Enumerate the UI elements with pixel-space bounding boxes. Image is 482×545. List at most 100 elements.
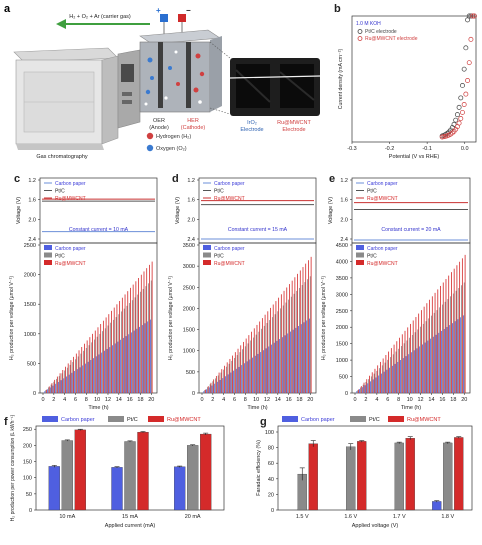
x-tick-label-b: -0.3 <box>347 146 356 152</box>
bar-d <box>299 287 300 393</box>
bar-c <box>114 343 116 393</box>
legend-swatch-f <box>42 416 58 422</box>
bar-c <box>85 363 86 393</box>
curve-point-b <box>468 13 474 19</box>
bar-e <box>390 357 391 393</box>
bar-c <box>140 274 142 393</box>
bar-d <box>242 349 243 393</box>
bar-e <box>410 323 411 393</box>
bar-c <box>58 376 60 393</box>
oxygen-label: Oxygen (O₂) <box>156 146 187 152</box>
category-label-g: 1.6 V <box>344 514 357 520</box>
bar-c <box>68 374 70 393</box>
hydrogen-label: Hydrogen (H₂) <box>156 134 191 140</box>
x-tick-label-e: 2 <box>364 397 367 403</box>
x-tick-label-b: -0.2 <box>385 146 394 152</box>
bar-c <box>74 370 76 393</box>
bar-c <box>109 347 111 393</box>
bar-legend-label-d: Carbon paper <box>214 246 245 252</box>
bar-d <box>206 389 207 393</box>
bar-g <box>443 442 453 511</box>
bar-c <box>44 391 46 393</box>
bar-d <box>273 342 275 393</box>
x-tick-label-d: 14 <box>275 397 281 403</box>
voltage-tick-label-d: 1.6 <box>187 198 195 204</box>
bar-d <box>243 341 244 393</box>
plot-frame-b <box>351 15 477 143</box>
bar-e <box>432 336 434 393</box>
x-tick-label-d: 20 <box>307 397 313 403</box>
x-tick-label-d: 16 <box>286 397 292 403</box>
bar-d <box>261 318 263 393</box>
bar-e <box>389 367 391 393</box>
bar-e <box>370 376 372 393</box>
y-tick-label-d: 2500 <box>183 285 195 291</box>
bar-c <box>131 300 133 393</box>
bar-legend-swatch-d <box>203 260 211 265</box>
bar-d <box>209 384 211 393</box>
bar-d <box>225 376 226 393</box>
bar-d <box>253 328 255 393</box>
bar-d <box>301 285 303 393</box>
bar-e <box>425 321 427 393</box>
curve-point-b <box>465 17 470 23</box>
bar-c <box>117 341 119 393</box>
bar-e <box>411 334 413 393</box>
bar-e <box>448 275 450 393</box>
bar-e <box>388 351 390 393</box>
bar-legend-swatch-e <box>356 252 364 258</box>
bar-f <box>61 440 73 511</box>
y-axis-label-c: H₂ production per voltage (µmol V⁻¹) <box>9 276 15 360</box>
bar-d <box>230 372 232 393</box>
legend-label-b: Ru@MWCNT electrode <box>365 36 418 42</box>
bar-c <box>90 359 92 393</box>
y-tick-label-g: 60 <box>268 461 274 467</box>
bar-g <box>308 443 318 511</box>
bar-c <box>147 321 149 393</box>
bar-c <box>89 337 91 393</box>
bar-f <box>187 445 199 511</box>
bar-e <box>374 368 376 393</box>
legend-marker-b <box>357 36 363 41</box>
bar-d <box>216 381 218 393</box>
bar-c <box>118 314 120 393</box>
legend-swatch-g <box>350 416 366 422</box>
ru-electrode-label: Ru@MWCNT <box>277 120 311 126</box>
x-tick-label-c: 6 <box>74 397 77 403</box>
bar-f <box>48 466 60 511</box>
x-tick-label-e: 20 <box>461 397 467 403</box>
curve-point-b <box>463 45 469 51</box>
bar-e <box>419 346 421 393</box>
iro2-label: IrO₂ <box>247 120 257 126</box>
voltage-tick-label-c: 2.4 <box>28 237 36 243</box>
voltage-legend-label-e: Carbon paper <box>367 181 398 187</box>
bar-g <box>432 501 442 511</box>
bar-frame-c <box>39 242 158 394</box>
bar-c <box>149 264 150 393</box>
y-axis-label-b: Current density (mA cm⁻²) <box>338 49 344 110</box>
x-tick-label-e: 4 <box>375 397 378 403</box>
bar-e <box>441 304 443 393</box>
bar-e <box>422 323 424 393</box>
bar-c <box>123 308 125 393</box>
y-tick-label-f: 150 <box>23 460 32 466</box>
legend-swatch-g <box>388 416 404 422</box>
bar-c <box>97 327 99 393</box>
x-tick-label-e: 16 <box>439 397 445 403</box>
bar-c <box>49 387 51 393</box>
bar-legend-label-d: Pt/C <box>214 254 224 260</box>
x-tick-label-e: 18 <box>450 397 456 403</box>
voltage-tick-label-c: 2.0 <box>28 217 36 223</box>
y-tick-label-c: 1000 <box>24 332 36 338</box>
curve-point-b <box>456 120 462 126</box>
current-label-d: Constant current = 15 mA <box>228 227 288 233</box>
bar-e <box>379 368 380 393</box>
bar-c <box>77 356 79 393</box>
bar-e <box>409 337 411 393</box>
bar-e <box>428 318 430 393</box>
voltage-tick-label-e: 2.4 <box>340 237 348 243</box>
curve-point-b <box>463 91 469 97</box>
bar-e <box>385 355 387 393</box>
plus-sign: + <box>156 6 161 15</box>
